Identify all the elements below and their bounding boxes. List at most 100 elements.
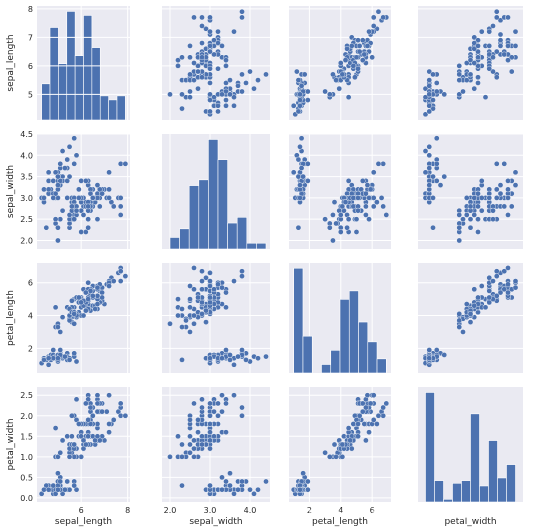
scatter-point xyxy=(305,478,311,485)
scatter-point xyxy=(471,286,478,293)
scatter-point xyxy=(235,83,241,89)
scatter-point xyxy=(456,77,463,83)
scatter-point xyxy=(505,212,511,218)
scatter-point xyxy=(471,40,478,46)
scatter-point xyxy=(426,68,433,75)
scatter-point xyxy=(486,51,493,58)
scatter-point xyxy=(305,88,311,95)
scatter-point xyxy=(239,268,245,275)
x-axis-label: sepal_width xyxy=(189,517,242,527)
scatter-point xyxy=(207,355,213,362)
scatter-point xyxy=(85,296,91,302)
scatter-point xyxy=(43,224,50,231)
scatter-point xyxy=(183,317,189,324)
scatter-point xyxy=(460,88,466,95)
scatter-point xyxy=(505,289,511,296)
scatter-point xyxy=(478,207,485,214)
scatter-point xyxy=(90,412,96,419)
scatter-point xyxy=(187,71,193,78)
scatter-point xyxy=(219,43,225,49)
scatter-point xyxy=(330,237,336,244)
scatter-point xyxy=(80,312,87,319)
scatter-point xyxy=(290,169,297,176)
hist-bar xyxy=(461,480,471,503)
scatter-point xyxy=(339,203,346,210)
scatter-point xyxy=(456,71,463,78)
scatter-point xyxy=(223,97,229,103)
scatter-point xyxy=(380,161,386,167)
hist-bar xyxy=(256,242,267,250)
scatter-point xyxy=(239,404,245,411)
scatter-point xyxy=(497,17,504,24)
y-tick-label: 1.5 xyxy=(20,432,33,441)
scatter-point xyxy=(508,54,515,61)
scatter-point xyxy=(45,178,52,184)
scatter-point xyxy=(467,57,474,63)
scatter-point xyxy=(122,161,129,167)
scatter-point xyxy=(467,319,474,325)
scatter-point xyxy=(215,108,221,115)
scatter-point xyxy=(57,449,64,456)
scatter-point xyxy=(223,88,229,95)
scatter-point xyxy=(460,329,466,335)
scatter-point xyxy=(199,23,205,29)
scatter-point xyxy=(99,408,105,415)
scatter-point xyxy=(117,268,124,275)
scatter-point xyxy=(297,143,303,150)
scatter-point xyxy=(179,441,185,448)
scatter-point xyxy=(331,441,338,448)
scatter-point xyxy=(62,486,68,493)
scatter-point xyxy=(497,190,504,197)
scatter-point xyxy=(223,80,229,86)
scatter-point xyxy=(211,94,217,100)
panel-sepal_length-vs-petal_width xyxy=(418,6,523,120)
scatter-point xyxy=(370,169,377,176)
scatter-point xyxy=(456,237,463,244)
y-tick-label: 2.0 xyxy=(20,236,33,245)
scatter-point xyxy=(482,304,489,311)
scatter-point xyxy=(353,54,360,61)
scatter-point xyxy=(187,417,193,423)
scatter-point xyxy=(364,43,371,49)
scatter-point xyxy=(294,68,300,75)
x-tick-label: 8 xyxy=(125,506,130,515)
scatter-point xyxy=(80,437,87,444)
scatter-point xyxy=(117,195,124,201)
scatter-point xyxy=(475,80,481,86)
scatter-point xyxy=(333,77,339,83)
scatter-point xyxy=(71,216,77,222)
hist-bar xyxy=(108,99,118,121)
y-tick-label: 2.5 xyxy=(20,391,33,400)
scatter-point xyxy=(187,43,193,49)
scatter-point xyxy=(295,108,302,115)
scatter-point xyxy=(117,161,124,167)
scatter-point xyxy=(322,88,328,95)
x-tick-label: 2.0 xyxy=(164,506,177,515)
scatter-point xyxy=(191,320,197,327)
hist-bar xyxy=(339,299,350,374)
scatter-point xyxy=(71,135,77,142)
panel-sepal_width-vs-sepal_length: 2.0 2.5 3.0 3.5 4.0 4.5 sepal_width xyxy=(6,130,130,249)
scatter-point xyxy=(41,195,47,201)
scatter-point xyxy=(508,203,515,210)
scatter-point xyxy=(493,273,500,279)
scatter-point xyxy=(207,14,213,21)
scatter-point xyxy=(347,437,354,444)
x-tick-label: 4 xyxy=(338,506,343,515)
hist-bar xyxy=(198,179,209,250)
scatter-point xyxy=(471,302,478,309)
hist-bar xyxy=(217,159,228,250)
scatter-point xyxy=(493,74,500,81)
scatter-point xyxy=(64,478,71,485)
scatter-point xyxy=(467,71,474,78)
scatter-point xyxy=(106,186,112,193)
scatter-point xyxy=(66,317,73,324)
scatter-point xyxy=(490,278,496,284)
scatter-point xyxy=(505,14,511,21)
scatter-point xyxy=(117,203,124,210)
scatter-point xyxy=(295,173,302,180)
scatter-point xyxy=(305,178,311,184)
scatter-point xyxy=(207,65,213,72)
hist-bar xyxy=(293,267,304,374)
scatter-point xyxy=(110,278,117,284)
